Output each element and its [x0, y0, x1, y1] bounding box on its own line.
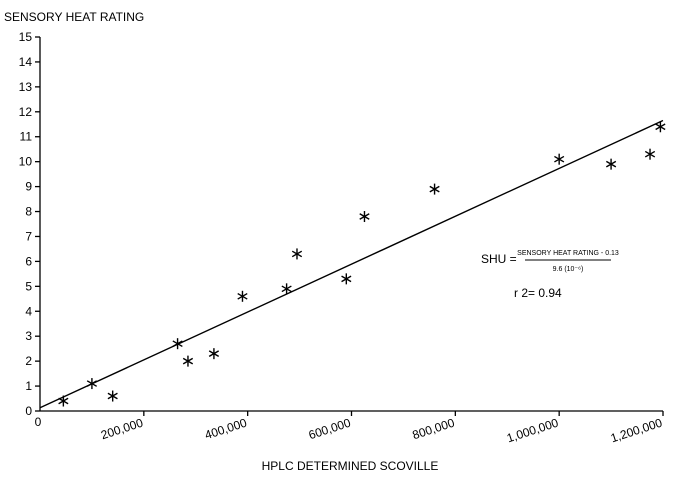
data-point [644, 148, 656, 160]
y-tick-label: 15 [19, 30, 33, 44]
equation-annotation: SHU = SENSORY HEAT RATING - 0.13 9.6 (10… [481, 250, 619, 273]
data-point [605, 158, 617, 170]
y-tick-label: 12 [19, 105, 33, 119]
data-point [237, 290, 248, 302]
y-tick-label: 14 [19, 55, 33, 69]
data-point [554, 153, 565, 165]
y-tick-label: 1 [25, 379, 32, 393]
y-tick-label: 5 [25, 279, 32, 293]
data-point [182, 355, 194, 367]
data-point [429, 183, 440, 195]
y-tick-label: 11 [20, 130, 33, 144]
data-points [58, 121, 666, 407]
data-point [58, 395, 69, 407]
equation-numerator: SENSORY HEAT RATING - 0.13 [517, 250, 619, 257]
regression-line [39, 119, 664, 409]
data-point [281, 283, 292, 295]
y-tick-label: 3 [25, 329, 32, 343]
data-point [107, 390, 118, 402]
x-tick-label: 600,000 [307, 415, 353, 442]
y-tick-label: 13 [19, 80, 33, 94]
y-tick-label: 8 [25, 205, 32, 219]
y-tick-label: 10 [19, 155, 33, 169]
y-tick-label: 0 [25, 404, 32, 418]
y-tick-label: 9 [25, 180, 32, 194]
data-point [172, 338, 183, 350]
x-tick-label: 1,200,000 [609, 415, 664, 445]
data-point [341, 273, 352, 285]
x-tick-label: 400,000 [203, 415, 249, 442]
data-point [655, 121, 666, 133]
y-tick-label: 2 [25, 354, 32, 368]
x-tick-label: 800,000 [411, 415, 457, 442]
y-tick-label: 7 [25, 229, 32, 243]
y-axis-label: SENSORY HEAT RATING [4, 10, 144, 24]
data-point [86, 378, 98, 390]
y-tick-label: 6 [25, 254, 32, 268]
x-tick-label: 0 [35, 415, 42, 429]
x-axis-ticks: 0 200,000 400,000 600,000 800,000 1,000,000 1,… [35, 411, 664, 445]
x-axis-label: HPLC DETERMINED SCOVILLE [262, 459, 439, 473]
x-tick-label: 200,000 [99, 415, 145, 442]
equation-denominator: 9.6 (10⁻⁶) [553, 266, 584, 273]
y-tick-label: 4 [25, 304, 32, 318]
data-point [291, 248, 303, 260]
x-tick-label: 1,000,000 [505, 415, 560, 445]
data-point [359, 211, 370, 223]
r-squared-annotation: r 2= 0.94 [514, 286, 562, 300]
data-point [208, 348, 220, 360]
equation-lhs: SHU = [481, 252, 517, 266]
